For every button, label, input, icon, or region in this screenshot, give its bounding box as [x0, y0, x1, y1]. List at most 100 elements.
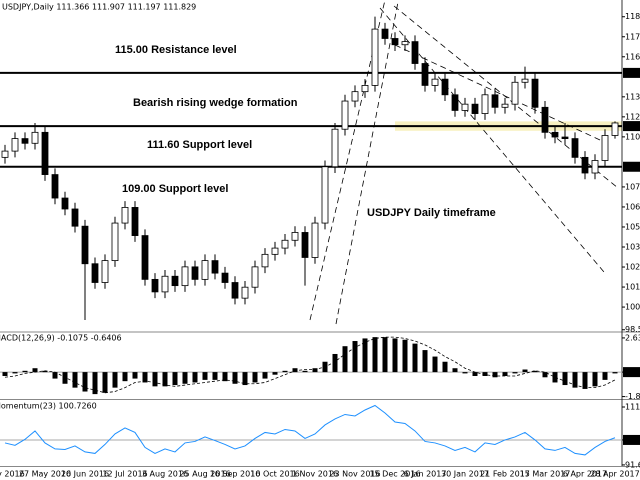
candle-body — [461, 103, 469, 111]
indicator-title: Momentum(23) 100.7260 — [0, 402, 97, 411]
candle-body — [161, 275, 169, 293]
candle-body — [221, 272, 229, 283]
y-tick-label: 102.59 — [625, 263, 640, 272]
tick-box — [623, 367, 640, 378]
candle-body — [61, 197, 69, 210]
annotation: 109.00 Support level — [122, 183, 228, 195]
candle-body — [31, 131, 39, 144]
histogram-bar — [302, 370, 308, 373]
annotation: USDJPY Daily timeframe — [367, 207, 496, 219]
candle-body — [101, 260, 109, 283]
candle-body — [521, 78, 529, 83]
histogram-bar — [402, 339, 408, 373]
histogram-bar — [432, 356, 438, 373]
y-tick-label: 106.43 — [625, 202, 640, 211]
candle-body — [401, 41, 409, 46]
level-label: 111.60 — [625, 122, 640, 131]
candle-body — [71, 208, 79, 227]
candle-body — [121, 207, 129, 224]
candle-body — [261, 253, 269, 268]
y-tick-label: 107.71 — [625, 182, 640, 191]
histogram-bar — [42, 370, 48, 373]
x-tick-label: 15 Mar 2017 — [520, 470, 571, 479]
candle-body — [601, 135, 609, 161]
x-tick-label: 28 Apr 2017 — [590, 470, 639, 479]
histogram-bar — [502, 372, 508, 376]
y-tick-label: 2.6395 — [625, 333, 640, 342]
x-tick-label: 16 Sep 2016 — [210, 470, 261, 479]
candle-body — [531, 78, 539, 108]
y-tick-label: 100.03 — [625, 303, 640, 312]
candle-body — [541, 106, 549, 133]
histogram-bar — [142, 372, 148, 383]
candle-body — [341, 100, 349, 130]
candle-body — [551, 131, 559, 138]
histogram-bar — [512, 372, 518, 374]
candle-body — [51, 174, 59, 199]
candle-body — [1, 150, 9, 158]
candle-body — [501, 103, 509, 108]
candle-body — [91, 263, 99, 283]
tick-box — [623, 434, 640, 445]
histogram-bar — [312, 368, 318, 373]
x-tick-label: 6 Apr 2017 — [563, 470, 607, 479]
histogram-bar — [262, 372, 268, 379]
histogram-bar — [612, 372, 618, 374]
annotation: 111.60 Support level — [147, 139, 252, 151]
signal-line — [4, 336, 616, 394]
histogram-bar — [602, 372, 608, 380]
x-tick-label: 1 Nov 2016 — [292, 470, 338, 479]
candle-body — [371, 28, 379, 86]
candle-body — [361, 85, 369, 93]
y-tick-label: 110.91 — [625, 132, 640, 141]
candle-body — [111, 222, 119, 262]
histogram-bar — [172, 372, 178, 386]
candle-body — [481, 94, 489, 114]
histogram-bar — [102, 372, 108, 393]
candle-body — [451, 94, 459, 111]
histogram-bar — [182, 372, 188, 384]
candle-body — [231, 282, 239, 299]
candle-body — [571, 138, 579, 158]
x-tick-label: 21 Feb 2017 — [480, 470, 530, 479]
level-label: 109.00 — [625, 162, 640, 171]
histogram-bar — [332, 353, 338, 373]
histogram-bar — [242, 372, 248, 386]
histogram-bar — [282, 370, 288, 373]
histogram-bar — [552, 372, 558, 383]
histogram-bar — [372, 337, 378, 373]
y-tick-label: 103.87 — [625, 242, 640, 251]
candle-body — [351, 91, 359, 102]
histogram-bar — [562, 372, 568, 386]
histogram-bar — [542, 372, 548, 378]
histogram-bar — [252, 372, 258, 383]
candle-body — [211, 260, 219, 274]
level-label: 115.00 — [625, 68, 640, 77]
candle-body — [421, 63, 429, 86]
indicator-title: MACD(12,26,9) -0.1075 -0.6406 — [0, 334, 122, 343]
histogram-bar — [82, 372, 88, 392]
histogram-bar — [2, 372, 8, 376]
histogram-bar — [582, 372, 588, 389]
annotation: Bearish rising wedge formation — [133, 97, 298, 109]
wedge-line — [394, 44, 601, 141]
candle-body — [81, 225, 89, 265]
candle-body — [431, 78, 439, 86]
y-tick-label: 105.15 — [625, 222, 640, 231]
histogram-bar — [472, 372, 478, 376]
candle-body — [491, 94, 499, 108]
candle-body — [471, 103, 479, 114]
candle-body — [321, 166, 329, 224]
histogram-bar — [272, 372, 278, 375]
candle-body — [291, 232, 299, 241]
annotation: 115.00 Resistance level — [115, 44, 237, 56]
histogram-bar — [222, 372, 228, 382]
histogram-bar — [132, 372, 138, 379]
x-tick-label: 6 Jan 2017 — [404, 470, 447, 479]
candle-body — [381, 28, 389, 39]
candle-body — [201, 260, 209, 280]
candle-body — [511, 81, 519, 105]
x-tick-label: 23 Nov 2016 — [329, 470, 380, 479]
histogram-bar — [152, 372, 158, 387]
candle-body — [141, 235, 149, 280]
